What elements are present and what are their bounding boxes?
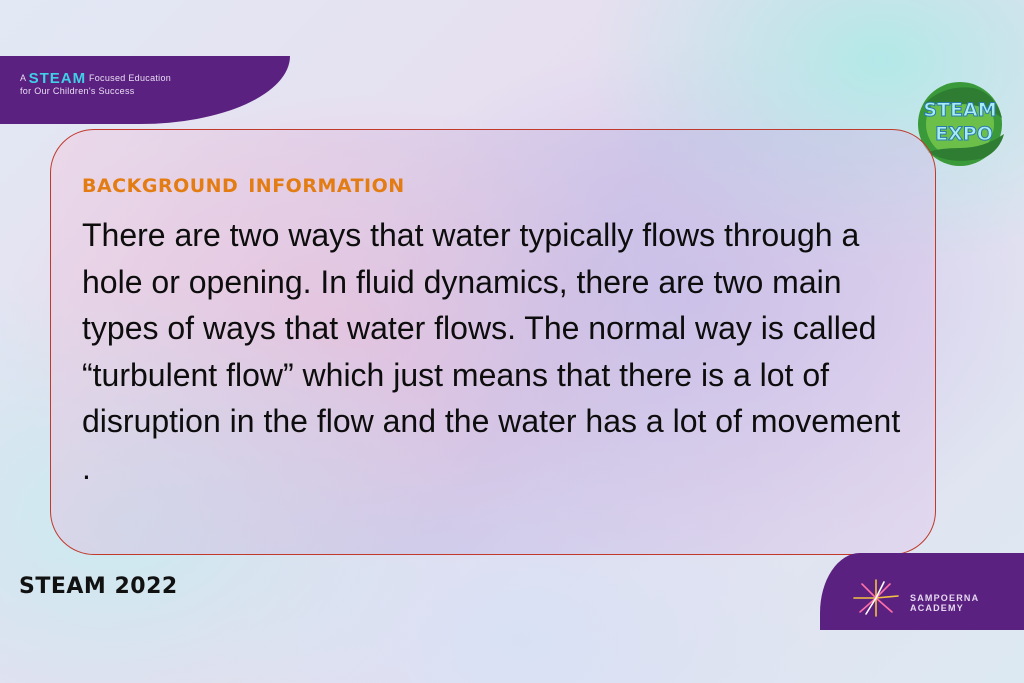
academy-name-line2: ACADEMY (910, 603, 964, 613)
academy-name: SAMPOERNA ACADEMY (910, 593, 1020, 613)
info-card (50, 129, 936, 555)
expo-line2: EXPO (935, 123, 993, 145)
academy-name-line1: SAMPOERNA (910, 593, 980, 603)
tagline-line2: for Our Children's Success (20, 86, 135, 96)
steam-year-label: STEAM 2022 (19, 574, 178, 599)
expo-line1: STEAM (923, 99, 996, 121)
tagline-prefix: A (20, 73, 26, 83)
sparkle-icon (853, 579, 899, 617)
tagline: A STEAM Focused Education for Our Childr… (20, 70, 172, 97)
info-card-title: Background Information (82, 168, 405, 199)
info-card-body: There are two ways that water typically … (82, 217, 901, 486)
tagline-brand: STEAM (28, 70, 87, 87)
tagline-suffix: Focused Education (88, 73, 172, 83)
bottom-right-banner (820, 553, 1024, 630)
steam-expo-logo: STEAM EXPO (918, 82, 1004, 166)
